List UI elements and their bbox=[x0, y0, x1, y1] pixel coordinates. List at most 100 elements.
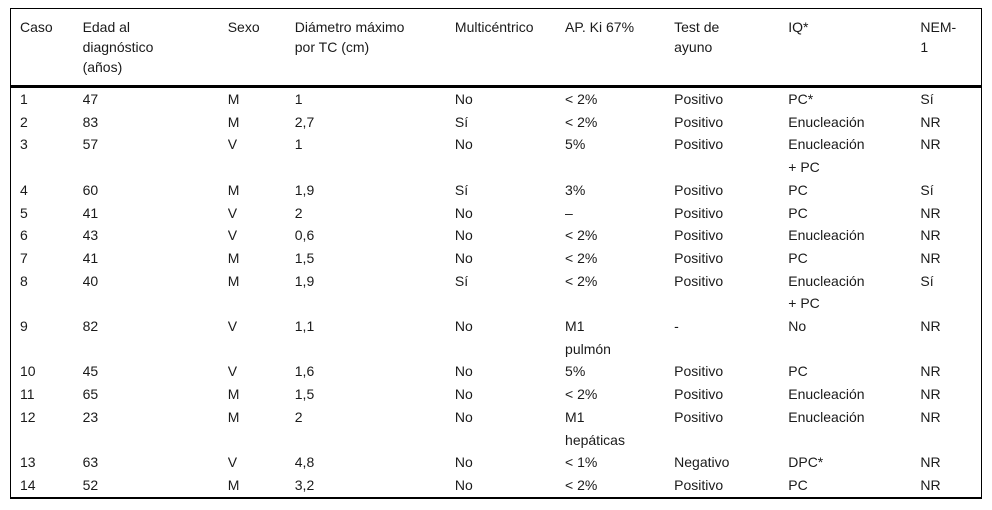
column-header-test-ayuno: Test de ayuno bbox=[674, 8, 789, 88]
cell-caso: 8 bbox=[20, 272, 28, 289]
cell-edad-diagnostico: 83 bbox=[82, 113, 99, 130]
cell-sexo: V bbox=[227, 318, 238, 335]
cell-ap-ki-67: < 2% bbox=[565, 476, 598, 493]
column-header-edad-diagnostico: Edad al diagnóstico (años) bbox=[82, 8, 228, 88]
cell-nem-1: NR bbox=[920, 386, 941, 403]
cell-nem-1: Sí bbox=[920, 181, 934, 198]
patient-cases-table-container: Caso Edad al diagnóstico (años) Sexo Diá… bbox=[10, 8, 982, 499]
cell-iq: PC bbox=[788, 181, 808, 198]
cell-edad-diagnostico: 45 bbox=[82, 363, 99, 380]
cell-diametro-tc: 1,1 bbox=[294, 318, 315, 335]
cell-iq: PC bbox=[788, 249, 808, 266]
cell-diametro-tc: 4,8 bbox=[294, 454, 315, 471]
table-row: 5 41 V 2 No – Positivo PC NR bbox=[11, 202, 982, 225]
cell-test-ayuno: Positivo bbox=[674, 272, 724, 289]
cell-multicentrico: No bbox=[454, 249, 473, 266]
cell-multicentrico: No bbox=[454, 363, 473, 380]
cell-caso: 11 bbox=[20, 386, 35, 403]
cell-diametro-tc: 1,5 bbox=[294, 249, 315, 266]
cell-diametro-tc: 2 bbox=[294, 204, 303, 221]
cell-test-ayuno: Positivo bbox=[674, 181, 724, 198]
table-row: 11 65 M 1,5 No < 2% Positivo Enucleación NR bbox=[11, 383, 982, 406]
cell-nem-1: NR bbox=[920, 227, 941, 244]
cell-edad-diagnostico: 47 bbox=[82, 91, 99, 107]
cell-caso: 10 bbox=[20, 363, 36, 380]
cell-diametro-tc: 1,9 bbox=[294, 181, 315, 198]
table-row: 6 43 V 0,6 No < 2% Positivo Enucleación NR bbox=[11, 224, 982, 247]
cell-sexo: V bbox=[227, 363, 238, 380]
cell-diametro-tc: 1,5 bbox=[294, 386, 315, 403]
cell-sexo: V bbox=[227, 454, 238, 471]
cell-ap-ki-67: M1 pulmón bbox=[565, 318, 611, 357]
cell-nem-1: NR bbox=[920, 204, 941, 221]
column-header-caso: Caso bbox=[10, 8, 83, 88]
table-row: 13 63 V 4,8 No < 1% Negativo DPC* NR bbox=[11, 451, 982, 474]
cell-diametro-tc: 3,2 bbox=[294, 476, 315, 493]
cell-iq: Enucleación bbox=[788, 113, 865, 130]
cell-edad-diagnostico: 43 bbox=[82, 227, 99, 244]
cell-edad-diagnostico: 23 bbox=[82, 408, 99, 425]
header-row: Caso Edad al diagnóstico (años) Sexo Diá… bbox=[10, 8, 982, 88]
cell-sexo: M bbox=[227, 113, 240, 130]
cell-ap-ki-67: < 2% bbox=[565, 227, 598, 244]
cell-caso: 3 bbox=[20, 136, 28, 153]
cell-test-ayuno: Negativo bbox=[674, 454, 730, 471]
cell-iq: PC bbox=[788, 363, 808, 380]
table-row: 4 60 M 1,9 Sí 3% Positivo PC Sí bbox=[11, 179, 982, 202]
cell-test-ayuno: Positivo bbox=[674, 204, 724, 221]
cell-diametro-tc: 1,9 bbox=[294, 272, 315, 289]
cell-multicentrico: Sí bbox=[454, 272, 469, 289]
cell-iq: DPC* bbox=[788, 454, 824, 471]
cell-ap-ki-67: M1 hepáticas bbox=[565, 408, 625, 448]
table-row: 2 83 M 2,7 Sí < 2% Positivo Enucleación NR bbox=[11, 111, 982, 134]
cell-ap-ki-67: < 2% bbox=[565, 249, 598, 266]
cell-test-ayuno: Positivo bbox=[674, 249, 724, 266]
cell-iq: PC bbox=[788, 204, 808, 221]
cell-sexo: M bbox=[227, 272, 240, 289]
cell-caso: 12 bbox=[20, 408, 36, 425]
cell-iq: Enucleación bbox=[788, 386, 865, 403]
cell-ap-ki-67: – bbox=[565, 204, 573, 221]
cell-sexo: M bbox=[227, 386, 240, 403]
cell-caso: 14 bbox=[20, 476, 36, 493]
cell-ap-ki-67: < 2% bbox=[565, 272, 598, 289]
cell-edad-diagnostico: 52 bbox=[82, 476, 99, 493]
cell-edad-diagnostico: 40 bbox=[82, 272, 99, 289]
cell-multicentrico: No bbox=[454, 204, 473, 221]
patient-cases-table: Caso Edad al diagnóstico (años) Sexo Diá… bbox=[10, 8, 982, 499]
cell-sexo: M bbox=[227, 249, 240, 266]
cell-iq: Enucleación bbox=[788, 408, 865, 425]
cell-sexo: V bbox=[227, 204, 238, 221]
cell-iq: No bbox=[788, 318, 807, 335]
cell-edad-diagnostico: 57 bbox=[82, 136, 99, 153]
cell-test-ayuno: Positivo bbox=[674, 91, 724, 107]
table-row: 14 52 M 3,2 No < 2% Positivo PC NR bbox=[11, 474, 982, 498]
table-header: Caso Edad al diagnóstico (años) Sexo Diá… bbox=[10, 8, 982, 88]
cell-iq: Enucleación + PC bbox=[788, 272, 865, 312]
cell-nem-1: NR bbox=[920, 363, 941, 380]
cell-multicentrico: Sí bbox=[454, 181, 469, 198]
cell-sexo: M bbox=[227, 91, 240, 107]
table-row: 1 47 M 1 No < 2% Positivo PC* Sí bbox=[11, 87, 982, 111]
cell-ap-ki-67: 3% bbox=[565, 181, 586, 198]
cell-multicentrico: No bbox=[454, 227, 473, 244]
cell-multicentrico: No bbox=[454, 386, 473, 403]
cell-ap-ki-67: < 2% bbox=[565, 91, 598, 107]
column-header-diametro-tc: Diámetro máximo por TC (cm) bbox=[294, 8, 455, 88]
cell-diametro-tc: 2,7 bbox=[294, 113, 315, 130]
cell-test-ayuno: Positivo bbox=[674, 136, 724, 153]
table-row: 7 41 M 1,5 No < 2% Positivo PC NR bbox=[11, 247, 982, 270]
cell-edad-diagnostico: 60 bbox=[82, 181, 99, 198]
cell-iq: Enucleación bbox=[788, 227, 865, 244]
cell-edad-diagnostico: 63 bbox=[82, 454, 99, 471]
cell-ap-ki-67: < 2% bbox=[565, 113, 598, 130]
cell-nem-1: NR bbox=[920, 113, 941, 130]
cell-diametro-tc: 0,6 bbox=[294, 227, 315, 244]
cell-ap-ki-67: < 1% bbox=[565, 454, 598, 471]
cell-edad-diagnostico: 65 bbox=[82, 386, 99, 403]
cell-caso: 6 bbox=[20, 227, 28, 244]
table-row: 3 57 V 1 No 5% Positivo Enucleación + PC NR bbox=[11, 133, 982, 178]
cell-iq: PC* bbox=[788, 91, 814, 107]
cell-caso: 1 bbox=[20, 91, 28, 107]
table-row: 10 45 V 1,6 No 5% Positivo PC NR bbox=[11, 360, 982, 383]
